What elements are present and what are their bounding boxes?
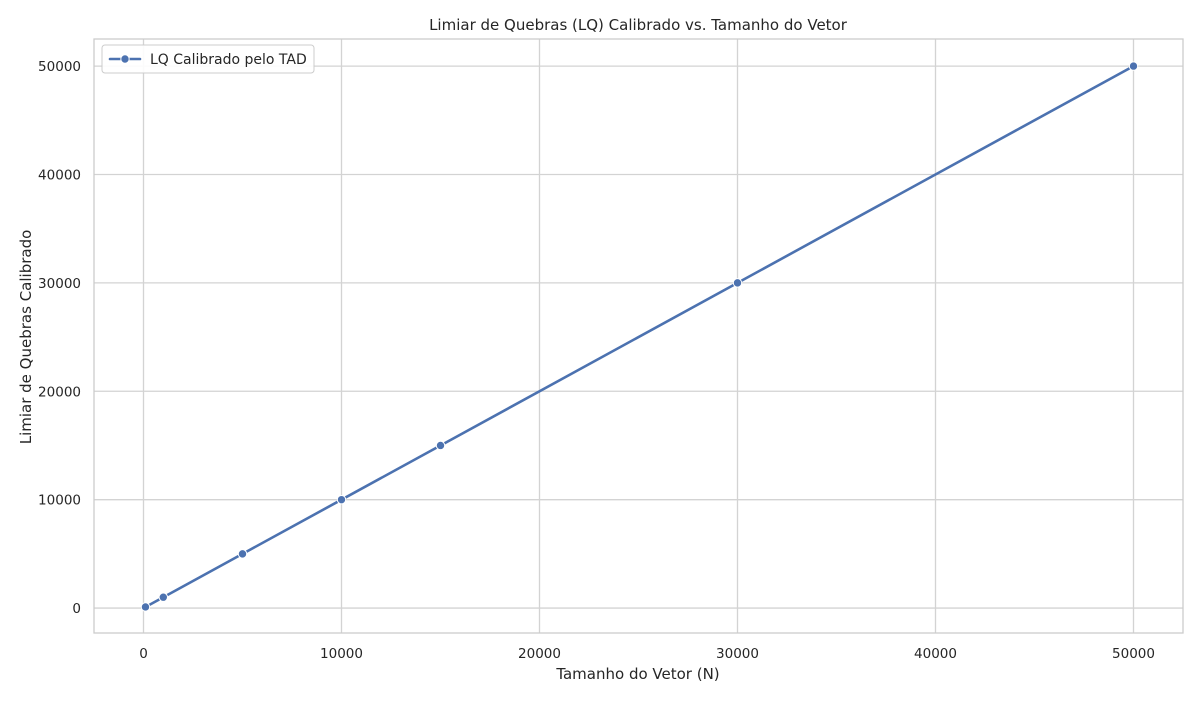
y-tick-label: 0 [72,601,81,617]
series-line [144,64,1135,609]
y-axis-label: Limiar de Quebras Calibrado [17,230,35,445]
x-axis-label: Tamanho do Vetor (N) [555,665,719,683]
x-tick-label: 10000 [320,646,363,662]
y-tick-label: 10000 [38,493,81,509]
data-point [732,278,743,288]
y-tick-label: 40000 [38,167,81,183]
data-point [140,602,151,612]
data-point [1128,61,1139,71]
plot-frame [93,38,1184,634]
legend: LQ Calibrado pelo TAD [101,44,315,74]
x-tick-label: 40000 [914,646,957,662]
series [140,61,1139,612]
y-tick-label: 30000 [38,276,81,292]
x-tick-label: 0 [139,646,148,662]
data-point [237,549,248,559]
x-tick-label: 20000 [518,646,561,662]
legend-label: LQ Calibrado pelo TAD [150,52,307,68]
chart-title: Limiar de Quebras (LQ) Calibrado vs. Tam… [429,16,848,34]
y-tick-label: 20000 [38,384,81,400]
axes [93,38,1184,634]
data-point [336,494,347,505]
data-point [158,592,169,602]
y-tick-label: 50000 [38,59,81,75]
x-tick-label: 30000 [716,646,759,662]
legend-swatch-marker [120,54,130,64]
tick-labels: 0 10000 20000 30000 40000 50000 0 10000 20000 300… [38,59,1155,662]
legend-box [101,44,315,74]
data-point [435,440,446,451]
x-tick-label: 50000 [1112,646,1155,662]
